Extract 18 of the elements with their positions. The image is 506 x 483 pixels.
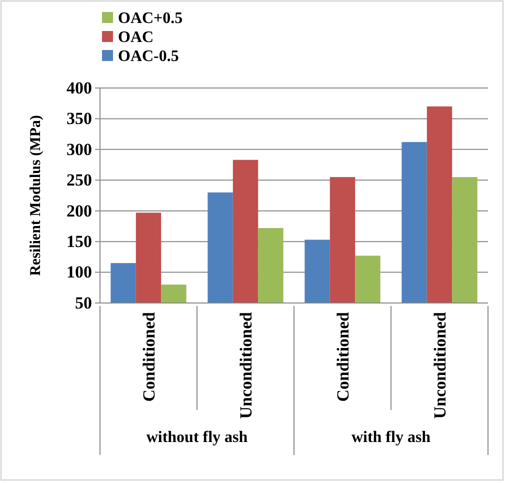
y-tick-label: 350 [66,109,92,128]
text: with fly ash [351,429,431,446]
x-tick-label: Conditioned [334,311,352,402]
text: without fly ash [146,429,248,446]
y-tick-label: 250 [66,170,92,190]
x-tick-label: Unconditioned [236,311,256,419]
legend-label: OAC-0.5 [118,48,179,65]
y-tick-label: 50 [75,293,92,312]
legend-label: OAC [118,29,154,46]
x-tick-label: Unconditioned [430,311,450,419]
y-tick-label: 200 [66,201,92,220]
y-axis-title: Resilient Modulus (MPa) [28,115,44,276]
y-tick-label: 300 [66,140,92,159]
legend-label: OAC+0.5 [118,10,183,27]
y-tick-label: 150 [66,232,92,252]
y-tick-label: 400 [66,78,92,98]
x-tick-label: Conditioned [140,311,158,402]
y-tick-label: 100 [66,262,92,282]
